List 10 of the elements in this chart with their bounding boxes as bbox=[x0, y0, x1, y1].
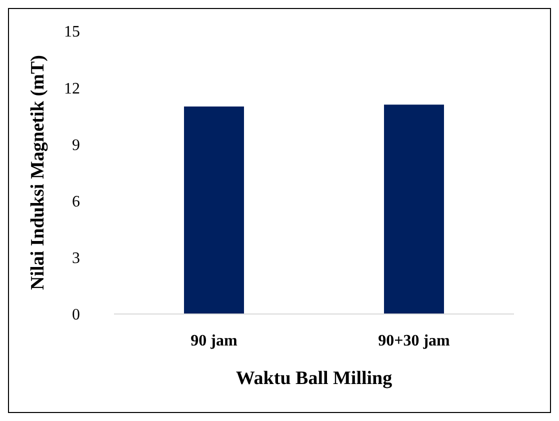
y-tick-label: 15 bbox=[64, 24, 80, 41]
y-tick-label: 6 bbox=[72, 193, 80, 210]
y-tick-label: 12 bbox=[64, 80, 80, 98]
y-tick-label: 9 bbox=[72, 136, 80, 154]
y-tick-label: 3 bbox=[72, 250, 80, 268]
y-tick-label: 0 bbox=[72, 306, 80, 324]
x-tick-label: 90+30 jam bbox=[378, 332, 451, 350]
x-tick-label: 90 jam bbox=[190, 332, 238, 350]
y-axis-title: Nilai Induksi Magnetik (mT) bbox=[28, 55, 49, 290]
x-axis-title: Waktu Ball Milling bbox=[236, 368, 393, 389]
